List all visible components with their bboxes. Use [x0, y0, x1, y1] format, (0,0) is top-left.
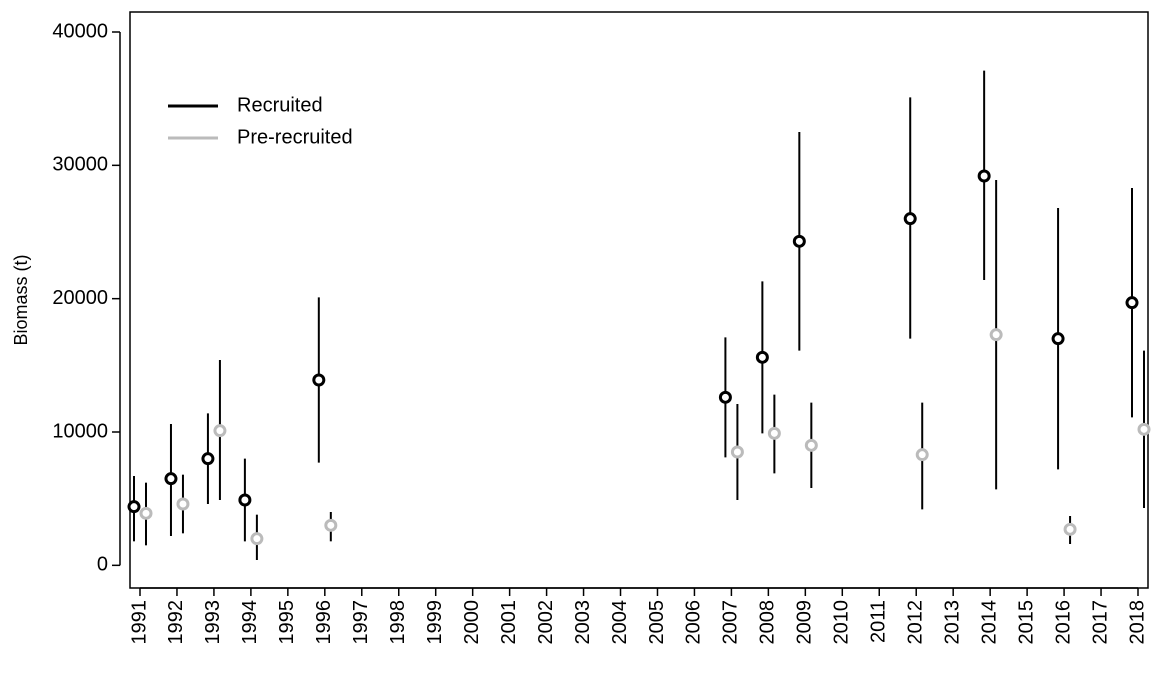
point	[238, 493, 252, 507]
x-tick-label: 2009	[794, 600, 816, 645]
legend-label: Pre-recruited	[237, 126, 353, 148]
point	[755, 350, 769, 364]
point	[718, 390, 732, 404]
point	[250, 532, 264, 546]
y-tick-label: 40000	[52, 20, 108, 42]
x-tick-label: 2013	[941, 600, 963, 645]
point	[989, 328, 1003, 342]
x-tick-label: 2002	[535, 600, 557, 645]
point	[977, 169, 991, 183]
x-tick-label: 1991	[128, 600, 150, 645]
point	[213, 424, 227, 438]
point	[804, 438, 818, 452]
x-tick-label: 2010	[831, 600, 853, 645]
x-tick-label: 1993	[202, 600, 224, 645]
y-tick-label: 0	[97, 554, 108, 576]
x-tick-label: 1999	[424, 600, 446, 645]
x-tick-label: 2012	[905, 600, 927, 645]
x-tick-label: 2005	[646, 600, 668, 645]
x-tick-label: 2017	[1089, 600, 1111, 645]
y-axis-label: Biomass (t)	[11, 254, 31, 345]
point	[164, 472, 178, 486]
point	[915, 448, 929, 462]
point	[1137, 422, 1151, 436]
point	[1125, 296, 1139, 310]
point	[903, 212, 917, 226]
point	[324, 518, 338, 532]
x-tick-label: 2011	[868, 600, 890, 643]
x-tick-label: 2004	[609, 600, 631, 645]
x-tick-label: 2001	[498, 600, 520, 645]
x-tick-label: 1998	[387, 600, 409, 645]
x-tick-label: 2018	[1126, 600, 1148, 645]
x-tick-label: 2016	[1052, 600, 1074, 645]
point	[201, 452, 215, 466]
x-tick-label: 2006	[683, 600, 705, 645]
y-tick-label: 20000	[52, 287, 108, 309]
y-tick-label: 30000	[52, 154, 108, 176]
x-tick-label: 2007	[720, 600, 742, 645]
point	[1063, 522, 1077, 536]
point	[312, 373, 326, 387]
point	[767, 426, 781, 440]
x-tick-label: 2003	[572, 600, 594, 645]
y-tick-label: 10000	[52, 420, 108, 442]
point	[139, 506, 153, 520]
x-tick-label: 2014	[978, 600, 1000, 645]
x-tick-label: 2015	[1015, 600, 1037, 645]
point	[730, 445, 744, 459]
x-tick-label: 1992	[165, 600, 187, 645]
point	[1051, 332, 1065, 346]
x-tick-label: 1994	[239, 600, 261, 645]
x-tick-label: 2008	[757, 600, 779, 645]
point	[127, 500, 141, 514]
x-tick-label: 1995	[276, 600, 298, 645]
x-tick-label: 1996	[313, 600, 335, 645]
x-tick-label: 1997	[350, 600, 372, 645]
x-tick-label: 2000	[461, 600, 483, 645]
point	[176, 497, 190, 511]
point	[792, 234, 806, 248]
legend-label: Recruited	[237, 94, 323, 116]
